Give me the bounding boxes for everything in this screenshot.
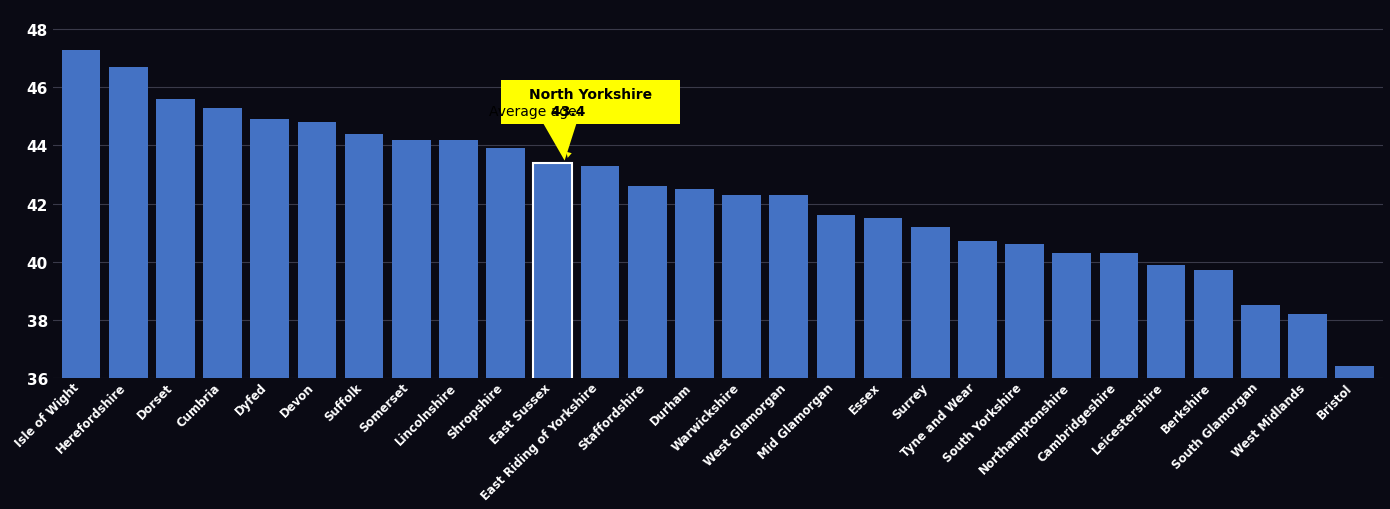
Bar bbox=[345, 134, 384, 509]
Bar bbox=[297, 123, 336, 509]
Bar bbox=[61, 50, 100, 509]
Text: North Yorkshire: North Yorkshire bbox=[530, 88, 652, 101]
Bar bbox=[628, 187, 666, 509]
Bar bbox=[1241, 306, 1280, 509]
Bar bbox=[534, 163, 573, 509]
Text: 43.4: 43.4 bbox=[513, 105, 585, 119]
Bar bbox=[723, 195, 760, 509]
Bar bbox=[816, 216, 855, 509]
Bar bbox=[250, 120, 289, 509]
Bar bbox=[1099, 253, 1138, 509]
FancyBboxPatch shape bbox=[500, 81, 680, 124]
Text: Average age:: Average age: bbox=[489, 105, 585, 119]
Bar bbox=[581, 166, 620, 509]
Bar bbox=[439, 140, 478, 509]
Bar bbox=[769, 195, 808, 509]
Bar bbox=[534, 163, 573, 509]
Bar bbox=[676, 190, 713, 509]
Bar bbox=[958, 242, 997, 509]
Polygon shape bbox=[543, 124, 577, 161]
Bar bbox=[1194, 271, 1233, 509]
Bar bbox=[203, 108, 242, 509]
Bar bbox=[392, 140, 431, 509]
Bar bbox=[863, 219, 902, 509]
Bar bbox=[486, 149, 525, 509]
Bar bbox=[108, 68, 147, 509]
Bar bbox=[1147, 265, 1186, 509]
Bar bbox=[156, 100, 195, 509]
Bar bbox=[1005, 245, 1044, 509]
Bar bbox=[1336, 366, 1375, 509]
Bar bbox=[1289, 315, 1327, 509]
Bar bbox=[910, 228, 949, 509]
Bar bbox=[1052, 253, 1091, 509]
